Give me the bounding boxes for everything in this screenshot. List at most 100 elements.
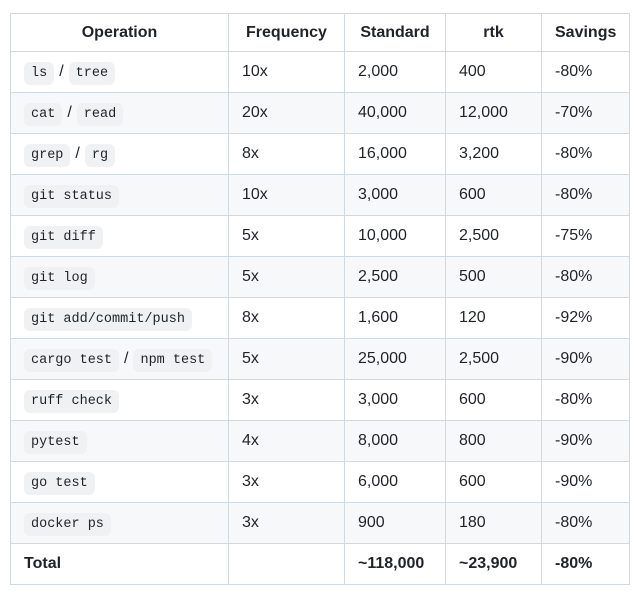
operation-cell: grep / rg [10,133,229,175]
standard-cell: 8,000 [344,420,446,462]
rtk-cell: 600 [445,174,542,216]
total-frequency-cell [228,543,345,585]
frequency-cell: 20x [228,92,345,134]
rtk-cell: 180 [445,502,542,544]
code-badge: docker ps [24,513,111,536]
total-standard-cell: ~118,000 [344,543,446,585]
table-row: git log 5x 2,500 500 -80% [10,256,630,298]
rtk-cell: 400 [445,51,542,93]
table-row: grep / rg 8x 16,000 3,200 -80% [10,133,630,175]
standard-cell: 3,000 [344,379,446,421]
operation-cell: ls / tree [10,51,229,93]
column-header-operation: Operation [10,13,229,52]
table-row: git add/commit/push 8x 1,600 120 -92% [10,297,630,339]
frequency-cell: 4x [228,420,345,462]
rtk-cell: 12,000 [445,92,542,134]
column-header-rtk: rtk [445,13,542,52]
savings-cell: -80% [541,133,630,175]
frequency-cell: 10x [228,51,345,93]
operation-cell: cargo test / npm test [10,338,229,380]
code-badge: git diff [24,226,103,249]
frequency-cell: 5x [228,338,345,380]
table-container: Operation Frequency Standard rtk Savings… [10,13,632,585]
operation-cell: git diff [10,215,229,257]
frequency-cell: 3x [228,379,345,421]
standard-cell: 16,000 [344,133,446,175]
standard-cell: 25,000 [344,338,446,380]
rtk-cell: 800 [445,420,542,462]
frequency-cell: 8x [228,133,345,175]
standard-cell: 6,000 [344,461,446,503]
operation-cell: git status [10,174,229,216]
operation-cell: git add/commit/push [10,297,229,339]
savings-cell: -92% [541,297,630,339]
rtk-cell: 3,200 [445,133,542,175]
table-body: ls / tree 10x 2,000 400 -80% cat / read 20x 40,000 1… [10,51,630,585]
standard-cell: 40,000 [344,92,446,134]
code-badge: tree [68,62,116,85]
operation-cell: docker ps [10,502,229,544]
operation-cell: cat / read [10,92,229,134]
rtk-cell: 2,500 [445,215,542,257]
separator-text: / [75,145,80,162]
frequency-cell: 3x [228,502,345,544]
frequency-cell: 3x [228,461,345,503]
code-badge: cat [24,103,63,126]
code-badge: git add/commit/push [24,308,192,331]
token-cost-comparison-table: Operation Frequency Standard rtk Savings… [10,13,630,585]
table-row: cat / read 20x 40,000 12,000 -70% [10,92,630,134]
header-row: Operation Frequency Standard rtk Savings [10,13,630,52]
code-badge: read [76,103,124,126]
frequency-cell: 8x [228,297,345,339]
code-badge: git status [24,185,120,208]
standard-cell: 10,000 [344,215,446,257]
total-label-cell: Total [10,543,229,585]
code-badge: git log [24,267,95,290]
savings-cell: -80% [541,256,630,298]
code-badge: pytest [24,431,87,454]
code-badge: npm test [133,349,213,372]
standard-cell: 2,000 [344,51,446,93]
total-row: Total ~118,000 ~23,900 -80% [10,543,630,585]
savings-cell: -90% [541,461,630,503]
standard-cell: 900 [344,502,446,544]
frequency-cell: 10x [228,174,345,216]
savings-cell: -70% [541,92,630,134]
standard-cell: 1,600 [344,297,446,339]
rtk-cell: 600 [445,379,542,421]
table-row: ruff check 3x 3,000 600 -80% [10,379,630,421]
table-row: ls / tree 10x 2,000 400 -80% [10,51,630,93]
code-badge: cargo test [24,349,120,372]
frequency-cell: 5x [228,215,345,257]
savings-cell: -90% [541,420,630,462]
table-row: git diff 5x 10,000 2,500 -75% [10,215,630,257]
code-badge: go test [24,472,95,495]
operation-cell: go test [10,461,229,503]
standard-cell: 2,500 [344,256,446,298]
table-row: docker ps 3x 900 180 -80% [10,502,630,544]
separator-text: / [59,63,64,80]
column-header-standard: Standard [344,13,446,52]
operation-cell: ruff check [10,379,229,421]
total-savings-cell: -80% [541,543,630,585]
table-row: pytest 4x 8,000 800 -90% [10,420,630,462]
operation-cell: pytest [10,420,229,462]
separator-text: / [67,104,72,121]
column-header-savings: Savings [541,13,630,52]
code-badge: ls [24,62,55,85]
standard-cell: 3,000 [344,174,446,216]
rtk-cell: 500 [445,256,542,298]
column-header-frequency: Frequency [228,13,345,52]
separator-text: / [124,350,129,367]
code-badge: grep [24,144,71,167]
rtk-cell: 120 [445,297,542,339]
savings-cell: -80% [541,174,630,216]
code-badge: ruff check [24,390,120,413]
operation-cell: git log [10,256,229,298]
savings-cell: -90% [541,338,630,380]
table-row: git status 10x 3,000 600 -80% [10,174,630,216]
table-row: go test 3x 6,000 600 -90% [10,461,630,503]
rtk-cell: 2,500 [445,338,542,380]
code-badge: rg [84,144,116,167]
total-rtk-cell: ~23,900 [445,543,542,585]
